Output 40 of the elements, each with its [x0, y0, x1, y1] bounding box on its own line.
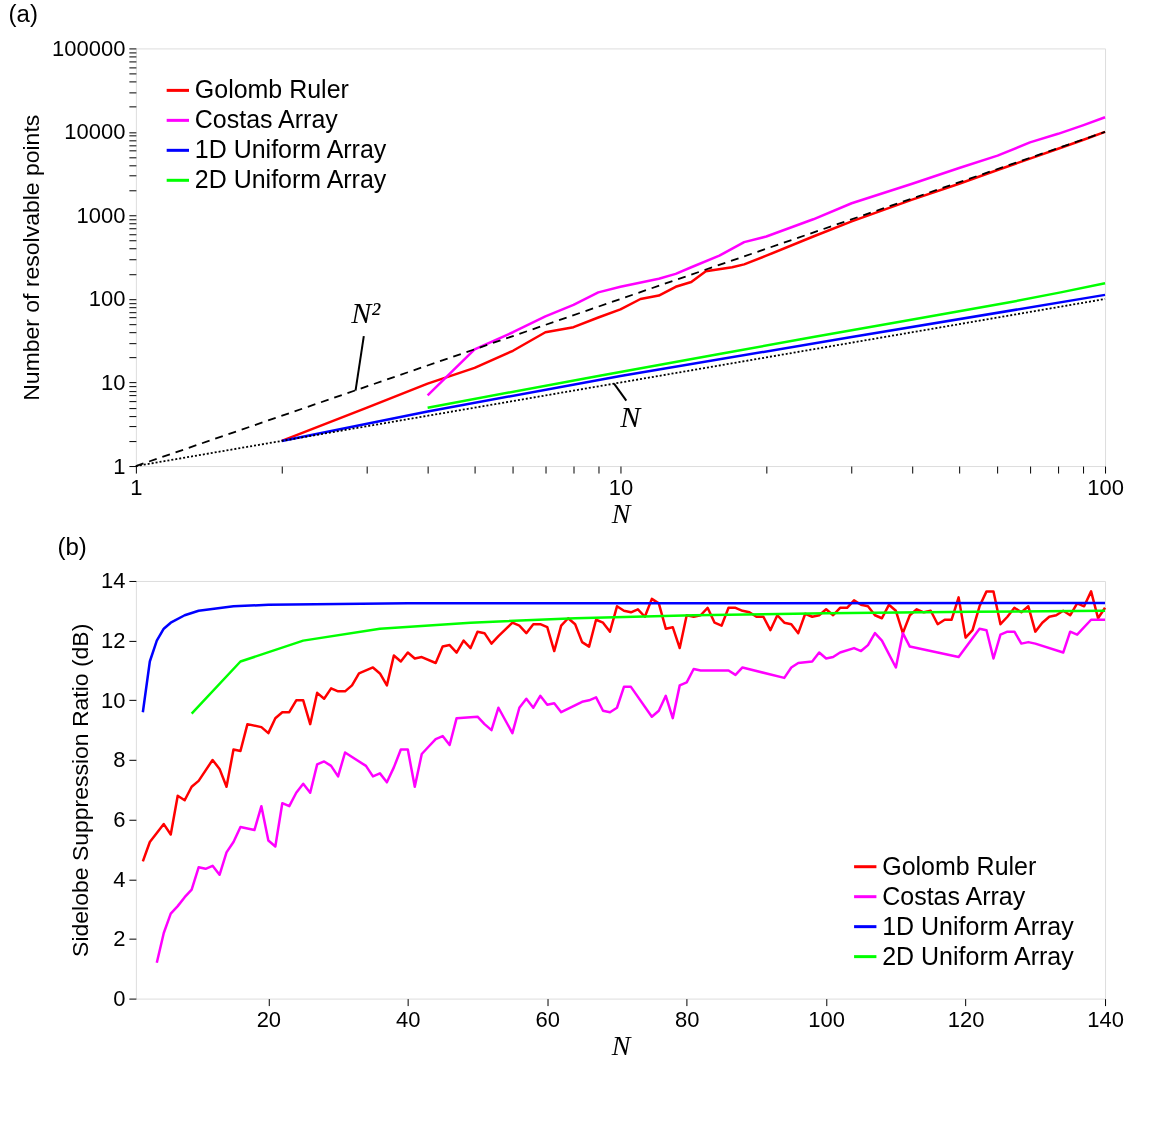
y-tick-label: 1000 [76, 202, 126, 228]
y-tick-label: 12 [100, 628, 126, 654]
legend-label: 1D Uniform Array [882, 911, 1075, 940]
legend-label: Golomb Ruler [882, 851, 1037, 880]
annotation: N [619, 399, 643, 433]
x-tick-label: 100 [808, 1007, 845, 1033]
chart-title: (b) [57, 532, 87, 560]
y-tick-label: 14 [100, 568, 126, 594]
legend-label: Costas Array [882, 881, 1026, 910]
y-tick-label: 2 [113, 926, 126, 952]
legend-label: Costas Array [194, 105, 339, 134]
x-tick-label: 80 [674, 1007, 700, 1033]
annotation: N² [350, 295, 382, 329]
x-tick-label: 1 [130, 474, 143, 500]
legend-label: 2D Uniform Array [194, 165, 387, 194]
x-tick-label: 20 [256, 1007, 282, 1033]
x-tick-label: 100 [1087, 474, 1124, 500]
y-tick-label: 10 [100, 370, 126, 396]
x-tick-label: 40 [396, 1007, 421, 1033]
x-tick-label: 140 [1087, 1007, 1124, 1033]
y-axis-title: Sidelobe Suppression Ratio (dB) [66, 623, 93, 957]
legend-label: 2D Uniform Array [882, 941, 1075, 970]
y-tick-label: 10 [100, 687, 126, 713]
x-axis-title: N [610, 1030, 632, 1062]
y-tick-label: 0 [113, 986, 126, 1012]
y-tick-label: 100000 [52, 35, 126, 61]
y-tick-label: 4 [113, 866, 126, 892]
x-tick-label: 10 [608, 474, 634, 500]
x-tick-label: 60 [535, 1007, 560, 1033]
legend-label: 1D Uniform Array [194, 135, 387, 164]
x-tick-label: 120 [947, 1007, 985, 1033]
y-tick-label: 6 [113, 807, 126, 833]
y-axis-title: Number of resolvable points [18, 114, 45, 401]
y-tick-label: 1 [113, 453, 126, 479]
legend-label: Golomb Ruler [194, 75, 349, 104]
y-tick-label: 8 [113, 747, 126, 773]
y-tick-label: 10000 [64, 119, 126, 145]
y-tick-label: 100 [88, 286, 126, 312]
chart-title: (a) [8, 0, 38, 28]
x-axis-title: N [610, 497, 632, 529]
